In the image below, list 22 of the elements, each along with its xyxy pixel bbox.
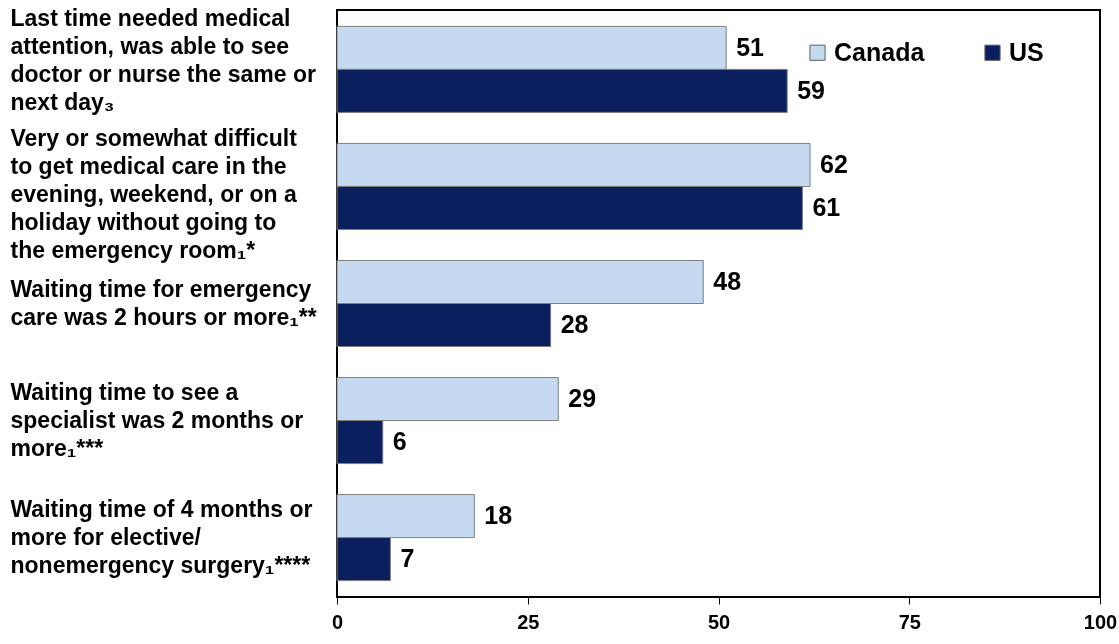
data-label: 29 <box>568 384 597 413</box>
y-tick-label: Last time needed medical attention, was able to see doctor or nurse the same or next day₃ <box>10 4 317 115</box>
data-label: 18 <box>484 501 513 530</box>
data-label: 7 <box>400 544 415 573</box>
data-label: 6 <box>392 427 407 456</box>
y-tick-label: Waiting time for emergency care was 2 hours or more₁** <box>10 275 317 330</box>
legend-label: US <box>1009 37 1044 66</box>
data-label: 61 <box>812 192 841 221</box>
data-label: 48 <box>713 266 742 295</box>
x-tick-label: 0 <box>331 610 344 633</box>
y-tick-label: Very or somewhat difficult to get medical care in the evening, weekend, or on a holiday without going to the emergency room₁* <box>10 124 298 263</box>
y-tick-label: Waiting time to see a specialist was 2 months or more₁*** <box>10 378 304 461</box>
data-label: 59 <box>797 75 825 104</box>
legend-label: Canada <box>834 37 926 66</box>
data-label: 51 <box>736 32 765 61</box>
y-tick-label: Waiting time of 4 months or more for elective/ nonemergency surgery₁**** <box>10 495 313 578</box>
x-tick-label: 100 <box>1083 610 1118 633</box>
data-label: 28 <box>560 310 589 339</box>
x-tick-label: 75 <box>898 610 921 633</box>
x-tick-label: 50 <box>707 610 731 633</box>
data-label: 62 <box>820 149 848 178</box>
x-tick-label: 25 <box>517 610 540 633</box>
